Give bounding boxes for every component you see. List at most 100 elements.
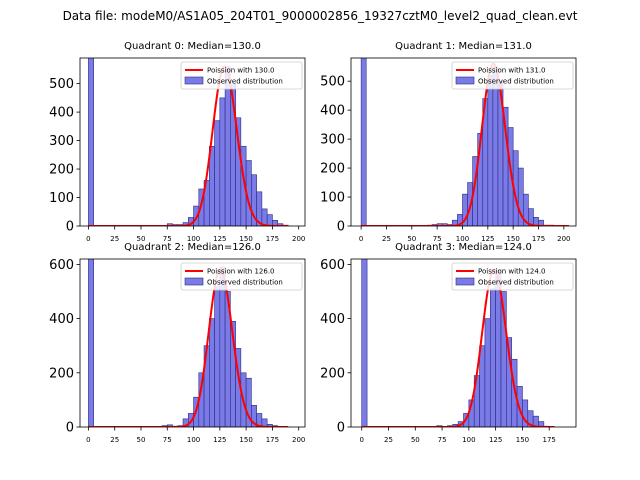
y-tick-label: 400 (320, 104, 345, 119)
histogram-bar (487, 75, 494, 226)
y-tick-label: 600 (320, 258, 345, 273)
x-tick-label: 150 (239, 235, 252, 243)
legend-label-observed: Observed distribution (207, 279, 283, 287)
figure-suptitle: Data file: modeM0/AS1A05_204T01_90000028… (63, 9, 578, 23)
axes-frame (79, 258, 306, 428)
legend-bar-swatch (455, 76, 475, 85)
axes-frame (350, 258, 577, 428)
axes-frame (350, 57, 577, 227)
x-tick-label: 0 (359, 436, 363, 444)
subplot-quadrant-3: 0 25 50 75 100 125 150 175 0 200 400 600 Quadrant 3:… (320, 242, 577, 444)
x-tick-label: 25 (384, 436, 393, 444)
subplot-quadrant-0: 0 25 50 75 100 125 150 175 200 0 100 200 300 400 500 Qu… (49, 41, 306, 243)
poisson-curve (361, 268, 555, 427)
x-tick-label: 100 (456, 235, 469, 243)
y-tick-label: 300 (49, 134, 74, 149)
subplot-title: Quadrant 0: Median=130.0 (124, 41, 261, 52)
legend: Poission with 131.0 Observed distribution (451, 61, 574, 90)
legend-label-poisson: Poission with 126.0 (207, 268, 275, 276)
poisson-curve (361, 62, 569, 226)
x-tick-label: 0 (86, 235, 90, 243)
x-tick-label: 175 (532, 235, 545, 243)
legend: Poission with 124.0 Observed distribution (451, 262, 574, 291)
x-tick-label: 150 (516, 436, 529, 444)
legend-box (451, 61, 574, 90)
x-tick-label: 50 (137, 436, 146, 444)
y-tick-label: 0 (66, 220, 74, 235)
y-tick-label: 300 (320, 133, 345, 148)
x-tick-label: 50 (137, 235, 146, 243)
x-tick-label: 200 (292, 436, 305, 444)
subplots-grid: 0 25 50 75 100 125 150 175 2000100200300400500Qu… (49, 41, 577, 444)
poisson-curve (88, 65, 289, 226)
x-tick-label: 25 (110, 436, 119, 444)
legend-box (451, 262, 574, 291)
legend-label-observed: Observed distribution (478, 78, 554, 86)
histogram-bar (88, 259, 94, 427)
legend-bar-swatch (184, 76, 204, 85)
y-tick-label: 400 (49, 106, 74, 121)
legend-label-poisson: Poission with 131.0 (478, 67, 546, 75)
histogram-bar (484, 318, 491, 427)
plot-area (361, 259, 555, 427)
histogram-bar (361, 259, 368, 427)
x-tick-label: 25 (110, 235, 119, 243)
y-tick-label: 500 (49, 77, 74, 92)
histogram-bar (219, 266, 226, 427)
x-tick-label: 125 (481, 235, 494, 243)
legend-bar-swatch (184, 277, 204, 286)
x-tick-label: 125 (489, 436, 502, 444)
x-tick-label: 25 (382, 235, 391, 243)
histogram-bar (479, 345, 486, 427)
poisson-curve (88, 268, 289, 427)
legend: Poission with 130.0 Observed distribution (180, 61, 303, 90)
y-tick-label: 500 (320, 75, 345, 90)
legend-label-poisson: Poission with 130.0 (207, 67, 275, 75)
x-tick-label: 175 (266, 436, 279, 444)
histogram-bar (538, 421, 545, 427)
plot-area (360, 58, 569, 226)
legend-label-poisson: Poission with 124.0 (478, 268, 546, 276)
subplot-quadrant-2: 0 25 50 75 100 125 150 175 200 0 200 400 600 Quadrant… (49, 242, 306, 444)
legend-bar-swatch (455, 277, 475, 286)
subplot-quadrant-1: 0 25 50 75 100 125 150 175 200 0 100 200 300 400 500 Qu… (320, 41, 577, 243)
histogram-bar (266, 214, 273, 226)
axes-frame (79, 57, 306, 227)
x-tick-label: 175 (266, 235, 279, 243)
histogram-bar (489, 288, 496, 427)
histogram-bar (224, 66, 231, 226)
x-tick-label: 200 (557, 235, 570, 243)
y-tick-label: 100 (320, 191, 345, 206)
y-tick-label: 600 (49, 258, 74, 273)
x-tick-label: 75 (163, 235, 172, 243)
plot-area (88, 58, 289, 226)
y-tick-label: 0 (337, 421, 345, 436)
legend-label-observed: Observed distribution (478, 279, 554, 287)
y-tick-label: 100 (49, 191, 74, 206)
x-tick-label: 175 (543, 436, 556, 444)
x-tick-label: 0 (359, 235, 363, 243)
x-tick-label: 125 (213, 235, 226, 243)
legend-box (180, 61, 303, 90)
x-tick-label: 150 (506, 235, 519, 243)
histogram-bar (88, 58, 94, 226)
histogram-bar (219, 97, 226, 226)
x-tick-label: 200 (292, 235, 305, 243)
histogram-bar (209, 318, 215, 427)
x-tick-label: 100 (187, 235, 200, 243)
legend-label-observed: Observed distribution (207, 78, 283, 86)
histogram-bar (492, 66, 499, 226)
x-tick-label: 75 (438, 436, 447, 444)
x-tick-label: 50 (411, 436, 420, 444)
subplot-title: Quadrant 2: Median=126.0 (124, 242, 261, 253)
y-tick-label: 200 (49, 366, 74, 381)
y-tick-label: 400 (320, 312, 345, 327)
x-tick-label: 125 (213, 436, 226, 444)
y-tick-label: 200 (320, 366, 345, 381)
x-tick-label: 75 (163, 436, 172, 444)
legend-box (180, 262, 303, 291)
y-tick-label: 0 (337, 220, 345, 235)
histogram-bar (214, 120, 221, 226)
x-tick-label: 75 (433, 235, 442, 243)
